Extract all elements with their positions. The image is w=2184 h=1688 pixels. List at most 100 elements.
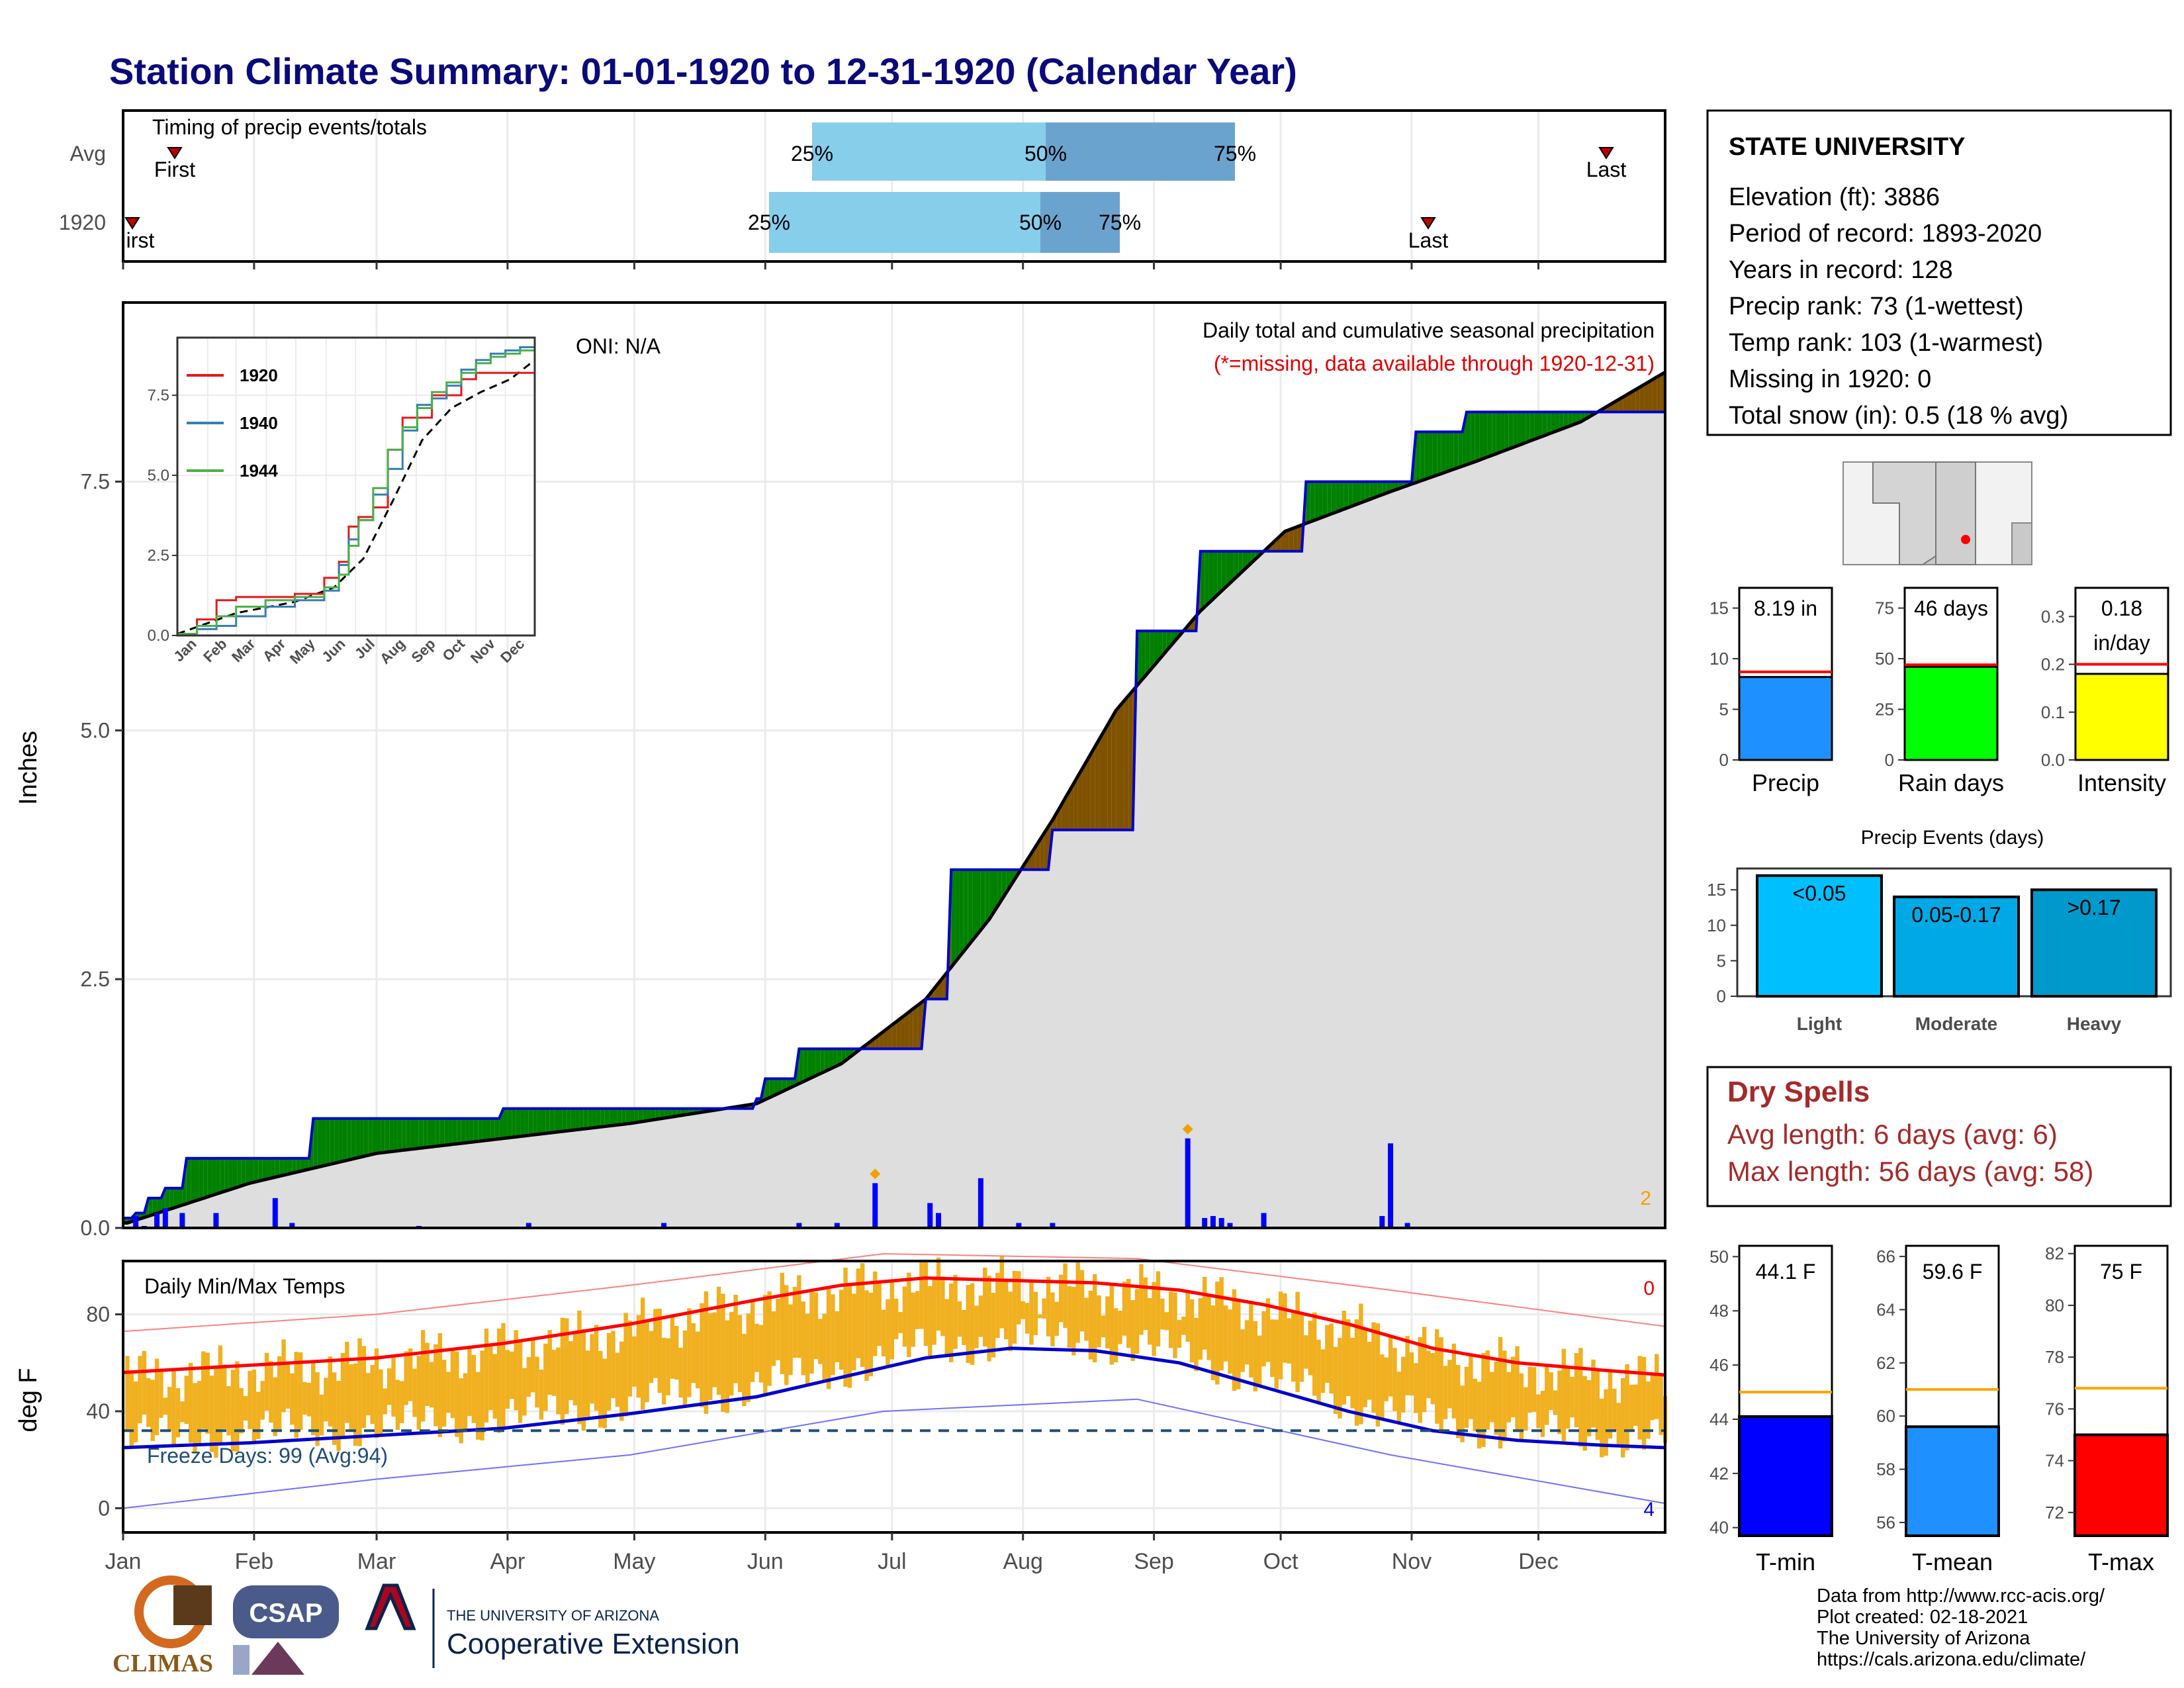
events-bar-moderate [1893,895,2020,998]
daily-temp-bar [1291,1311,1296,1382]
above-average-segment [955,869,960,962]
above-average-segment [613,1108,617,1126]
daily-temp-bar [991,1292,996,1358]
daily-temp-bar [1477,1382,1482,1449]
daily-temp-bar [535,1356,539,1408]
daily-temp-bar [700,1303,704,1407]
avg-last-label: Last [1586,158,1627,181]
above-average-segment [490,1118,495,1140]
daily-temp-bar [577,1310,582,1425]
daily-temp-bar [928,1286,933,1356]
daily-temp-bar [898,1312,903,1333]
daily-temp-bar [1545,1364,1549,1425]
avg-first-label: First [154,158,195,181]
daily-temp-bar [235,1361,240,1452]
daily-temp-bar [543,1343,548,1411]
daily-temp-bar [1498,1336,1503,1449]
station-info-line: Total snow (in): 0.5 (18 % avg) [1729,402,2068,430]
daily-temp-bar [674,1326,679,1380]
daily-temp-bar [446,1372,451,1413]
above-average-segment [664,1108,668,1119]
above-average-segment [1234,551,1239,579]
daily-precip-bar [154,1213,160,1228]
below-average-segment [1644,382,1649,412]
summary-tick-label: 15 [1709,598,1729,618]
daily-temp-bar [886,1299,890,1368]
daily-temp-bar [691,1323,696,1383]
above-average-segment [820,1049,825,1074]
summary-tick-label: 10 [1709,649,1729,669]
daily-temp-bar [611,1331,615,1399]
above-average-segment [1238,551,1243,575]
daily-temp-bar [433,1344,438,1427]
daily-temp-bar [1152,1282,1156,1356]
daily-temp-bar [843,1268,848,1387]
station-info-line: Years in record: 128 [1729,256,1953,284]
daily-temp-bar [623,1313,628,1417]
daily-temp-bar [1143,1277,1148,1331]
daily-temp-bar [222,1364,227,1429]
daily-temp-bar [175,1387,181,1438]
daily-temp-bar [602,1358,607,1429]
month-label: Jul [878,1549,906,1574]
daily-temp-bar [893,1298,899,1339]
temp-ytick-label: 40 [86,1399,110,1423]
daily-temp-bar [835,1311,840,1362]
daily-temp-bar [615,1352,620,1407]
daily-precip-bar [1379,1215,1385,1228]
daily-temp-bar [1299,1311,1304,1382]
above-average-segment [1361,481,1365,503]
daily-temp-bar [572,1331,578,1406]
below-average-segment [1631,389,1636,412]
summary-tick-label: 75 [1875,598,1894,618]
daily-temp-bar [1329,1323,1334,1394]
daily-temp-bar [1561,1348,1566,1442]
above-average-segment [833,1049,837,1068]
summary-panel-label: Precip [1752,769,1819,796]
above-average-segment [414,1118,419,1149]
daily-temp-bar [1084,1297,1089,1341]
timing-panel: Timing of precip events/totals Avg 1920 … [59,109,1666,269]
below-average-segment [1086,754,1091,830]
avg-p75-label: 75% [1214,142,1256,165]
above-average-segment [191,1158,195,1203]
above-average-segment [1377,481,1383,496]
daily-temp-bar [547,1330,552,1395]
avg-last-marker [1598,147,1614,160]
precip-ytick-label: 2.5 [81,967,110,991]
daily-precip-bar [796,1223,802,1228]
above-average-segment [351,1118,356,1160]
above-average-segment [503,1108,508,1139]
daily-temp-bar [987,1276,991,1362]
daily-temp-bar [1655,1354,1659,1419]
daily-temp-bar [1582,1376,1587,1451]
daily-temp-bar [598,1350,603,1428]
daily-temp-bar [826,1287,831,1389]
events-tick-label: 15 [1707,880,1726,900]
daily-temp-bar [256,1391,261,1439]
above-average-segment [968,869,973,947]
above-average-segment [283,1158,288,1176]
daily-precip-bar [162,1207,168,1228]
freeze-days-label: Freeze Days: 99 (Avg:94) [147,1444,388,1468]
daily-temp-bar [1287,1318,1292,1364]
daily-temp-bar [285,1362,291,1409]
above-average-segment [1453,432,1459,469]
daily-precip-bar [1050,1223,1056,1228]
events-tick-label: 10 [1707,915,1726,935]
above-average-segment [482,1118,486,1141]
daily-precip-bar [1218,1217,1224,1228]
above-average-segment [232,1158,238,1189]
temp-ytick-label: 80 [86,1303,110,1327]
daily-temp-bar [180,1401,185,1423]
daily-temp-bar [1308,1321,1312,1376]
daily-temp-bar [1629,1384,1634,1431]
daily-temp-bar [315,1372,320,1446]
daily-temp-bar [1578,1348,1583,1447]
climas-logo: CLIMAS [113,1575,213,1677]
daily-temp-bar [1641,1356,1647,1450]
above-average-segment [769,1078,774,1098]
above-average-segment [507,1108,512,1138]
temp-summary-value-label: 44.1 F [1756,1260,1816,1284]
daily-temp-bar [784,1285,789,1385]
